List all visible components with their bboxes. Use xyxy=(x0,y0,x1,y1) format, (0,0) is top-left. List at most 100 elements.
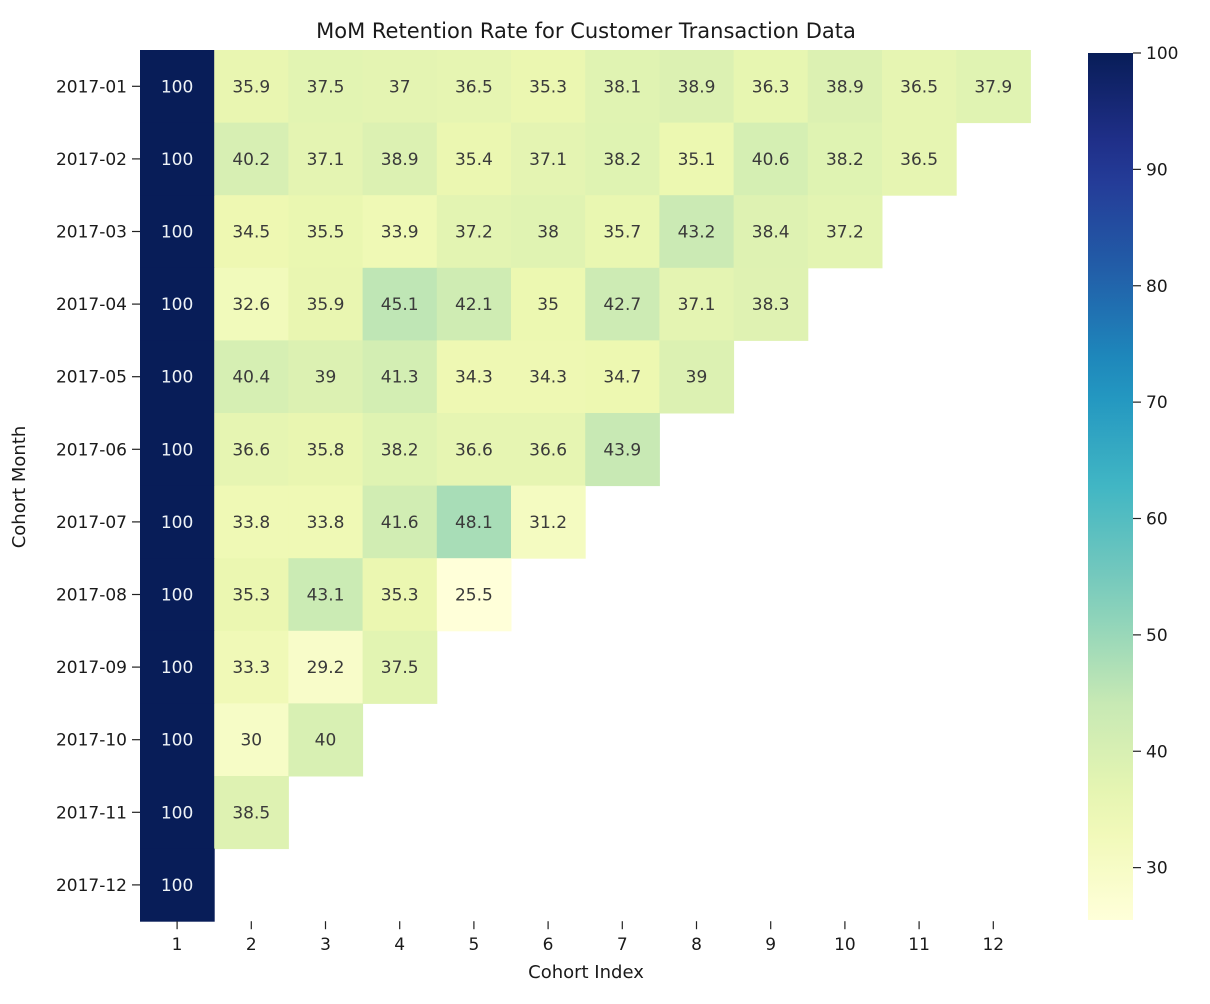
cell-value-label: 38.2 xyxy=(826,150,864,170)
heatmap-cell xyxy=(214,413,289,487)
colorbar-tick-label: 100 xyxy=(1146,44,1178,64)
cell-value-label: 35.8 xyxy=(307,440,345,460)
cell-value-label: 37.5 xyxy=(381,658,419,678)
heatmap-cell xyxy=(733,195,809,269)
cell-value-label: 43.1 xyxy=(307,586,345,606)
cell-value-label: 36.5 xyxy=(900,77,938,97)
heatmap-cell xyxy=(585,340,660,414)
cell-value-label: 35.3 xyxy=(529,77,567,97)
cell-value-label: 42.7 xyxy=(603,295,641,315)
heatmap-cell xyxy=(585,195,660,269)
colorbar-tick-label: 30 xyxy=(1146,859,1168,879)
x-tick-label: 2 xyxy=(246,935,257,955)
y-tick-label: 2017-02 xyxy=(56,150,127,170)
heatmap-cell xyxy=(362,413,438,487)
heatmap-cell xyxy=(882,122,957,196)
colorbar-tick-label: 60 xyxy=(1146,510,1168,530)
heatmap-cell xyxy=(140,558,215,632)
y-tick-label: 2017-08 xyxy=(56,586,127,606)
colorbar-tick-label: 70 xyxy=(1146,393,1168,413)
heatmap-cell xyxy=(733,122,809,196)
cell-value-label: 34.3 xyxy=(529,368,567,388)
heatmap-cell xyxy=(436,558,512,632)
heatmap-cell xyxy=(362,630,438,704)
cell-value-label: 36.6 xyxy=(232,440,270,460)
heatmap-cell xyxy=(140,630,215,704)
cell-value-label: 40 xyxy=(315,731,337,751)
y-axis: 2017-01 2017-02 2017-03 2017-04 2017-05 2017-… xyxy=(56,77,140,896)
cell-value-label: 35.5 xyxy=(307,223,345,243)
heatmap-cell-labels: 100 35.9 37.5 37 36.5 35.3 38.1 38.9 36.3 38.9 36.… xyxy=(161,77,1012,896)
y-tick-label: 2017-03 xyxy=(56,223,127,243)
chart-title: MoM Retention Rate for Customer Transact… xyxy=(316,19,856,43)
x-tick-label: 5 xyxy=(468,935,479,955)
cell-value-label: 100 xyxy=(161,440,193,460)
cell-value-label: 37 xyxy=(389,77,411,97)
cell-value-label: 100 xyxy=(161,731,193,751)
heatmap-cell xyxy=(288,485,364,559)
cell-value-label: 39 xyxy=(686,368,708,388)
heatmap-cell xyxy=(140,413,215,487)
heatmap-cell xyxy=(288,195,364,269)
cell-value-label: 30 xyxy=(240,731,262,751)
heatmap-cell xyxy=(436,413,512,487)
heatmap-cell xyxy=(733,267,809,341)
cell-value-label: 39 xyxy=(315,368,337,388)
cell-value-label: 38.4 xyxy=(752,223,790,243)
y-tick-label: 2017-01 xyxy=(56,77,127,97)
heatmap-cell xyxy=(659,50,735,124)
x-tick-label: 8 xyxy=(691,935,702,955)
heatmap-cell xyxy=(140,340,215,414)
heatmap-cell xyxy=(214,50,289,124)
heatmap-cell xyxy=(585,413,660,487)
heatmap-cell xyxy=(436,267,512,341)
heatmap-cell xyxy=(288,413,364,487)
cell-value-label: 43.2 xyxy=(678,223,716,243)
y-tick-label: 2017-09 xyxy=(56,658,127,678)
cell-value-label: 40.4 xyxy=(232,368,270,388)
heatmap-cell xyxy=(511,340,586,414)
cell-value-label: 38.9 xyxy=(381,150,419,170)
heatmap-cell xyxy=(214,195,289,269)
x-axis-label: Cohort Index xyxy=(528,962,644,983)
cell-value-label: 33.9 xyxy=(381,223,419,243)
cell-value-label: 38.1 xyxy=(603,77,641,97)
heatmap-cell xyxy=(436,340,512,414)
cell-value-label: 43.9 xyxy=(603,440,641,460)
cell-value-label: 33.8 xyxy=(232,513,270,533)
heatmap-cell xyxy=(882,50,957,124)
cell-value-label: 34.5 xyxy=(232,223,270,243)
y-tick-label: 2017-05 xyxy=(56,368,127,388)
colorbar-tick-label: 80 xyxy=(1146,277,1168,297)
cell-value-label: 33.3 xyxy=(232,658,270,678)
cell-value-label: 38.2 xyxy=(381,440,419,460)
cell-value-label: 38.9 xyxy=(678,77,716,97)
heatmap-cell xyxy=(956,50,1031,124)
heatmap-cell xyxy=(807,195,883,269)
cell-value-label: 35.7 xyxy=(603,223,641,243)
heatmap-cell xyxy=(140,776,215,850)
y-tick-label: 2017-12 xyxy=(56,876,127,896)
cell-value-label: 38.9 xyxy=(826,77,864,97)
cell-value-label: 35.3 xyxy=(232,586,270,606)
cell-value-label: 38.2 xyxy=(603,150,641,170)
heatmap-cell xyxy=(659,267,735,341)
heatmap-cell xyxy=(140,485,215,559)
x-axis: 1 2 3 4 5 6 7 8 9 10 11 12 xyxy=(172,921,1004,955)
cell-value-label: 38 xyxy=(537,223,559,243)
heatmap-cell xyxy=(511,195,586,269)
cell-value-label: 35.9 xyxy=(307,295,345,315)
cell-value-label: 38.3 xyxy=(752,295,790,315)
heatmap-cell xyxy=(436,122,512,196)
cell-value-label: 100 xyxy=(161,223,193,243)
heatmap-cell xyxy=(659,340,735,414)
cell-value-label: 34.3 xyxy=(455,368,493,388)
heatmap-cell xyxy=(436,485,512,559)
x-tick-label: 1 xyxy=(172,935,183,955)
heatmap-cell xyxy=(288,340,364,414)
heatmap-cell xyxy=(511,122,586,196)
y-axis-label: Cohort Month xyxy=(9,426,30,549)
cell-value-label: 34.7 xyxy=(603,368,641,388)
heatmap-cell xyxy=(214,776,289,850)
